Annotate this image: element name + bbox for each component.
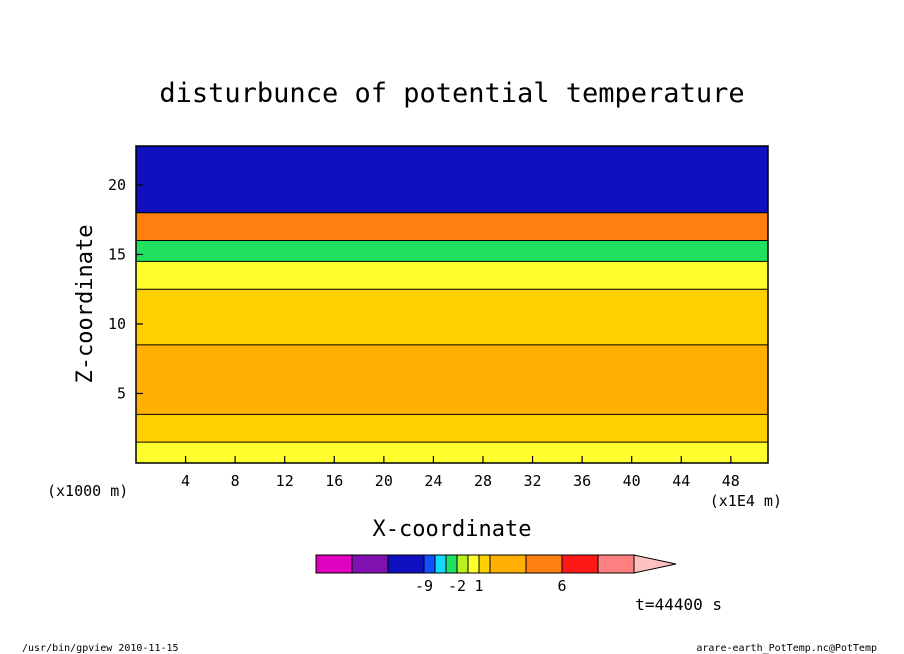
colorbar-tick-label: 1	[474, 577, 483, 595]
colorbar-box	[456, 554, 469, 574]
y-tick-label: 15	[108, 245, 126, 263]
time-label: t=44400 s	[635, 595, 722, 614]
field-band-1	[136, 414, 768, 443]
x-tick-label: 48	[722, 472, 740, 490]
field-band-2	[136, 344, 768, 415]
colorbar-box	[423, 554, 436, 574]
x-unit-right: (x1E4 m)	[710, 492, 782, 510]
x-tick-label: 36	[573, 472, 591, 490]
colorbar-box	[478, 554, 491, 574]
field-band-7	[136, 146, 768, 213]
colorbar-box	[561, 554, 599, 574]
colorbar-box	[315, 554, 353, 574]
plot-frame	[135, 145, 769, 464]
x-axis-ticks: 4 8 12 16 20 24 28 32 36 40 44 48	[181, 456, 740, 490]
colorbar-box	[434, 554, 447, 574]
field-band-0	[136, 442, 768, 463]
x-tick-label: 28	[474, 472, 492, 490]
field-band-6	[136, 212, 768, 241]
colorbar-tick-label: -2	[448, 577, 466, 595]
x-tick-label: 12	[276, 472, 294, 490]
x-tick-label: 20	[375, 472, 393, 490]
field-band-3	[136, 289, 768, 345]
x-tick-label: 16	[325, 472, 343, 490]
colorbar-box	[489, 554, 527, 574]
colorbar-arrow	[633, 554, 677, 574]
y-axis-ticks: 5 10 15 20	[108, 176, 143, 402]
footer-right: arare-earth_PotTemp.nc@PotTemp	[696, 643, 877, 654]
heatmap-field	[136, 146, 768, 463]
colorbar-box	[351, 554, 389, 574]
y-tick-label: 10	[108, 315, 126, 333]
colorbar: -9 -2 1 6	[315, 554, 677, 595]
footer-left: /usr/bin/gpview 2010-11-15	[22, 643, 179, 654]
colorbar-box	[387, 554, 425, 574]
colorbar-box	[467, 554, 480, 574]
y-axis-label: Z-coordinate	[73, 225, 98, 384]
y-tick-label: 5	[117, 384, 126, 402]
x-tick-label: 32	[524, 472, 542, 490]
colorbar-box	[445, 554, 458, 574]
x-axis-label: X-coordinate	[373, 517, 532, 542]
colorbar-tick-label: -9	[415, 577, 433, 595]
x-unit-left: (x1000 m)	[47, 482, 128, 500]
x-tick-label: 8	[231, 472, 240, 490]
plot-area	[135, 145, 769, 464]
x-tick-label: 24	[424, 472, 442, 490]
x-tick-label: 40	[623, 472, 641, 490]
y-tick-label: 20	[108, 176, 126, 194]
field-band-4	[136, 261, 768, 290]
colorbar-box	[525, 554, 563, 574]
x-tick-label: 44	[672, 472, 690, 490]
chart-title: disturbunce of potential temperature	[159, 78, 744, 109]
colorbar-tick-label: 6	[557, 577, 566, 595]
colorbar-box	[597, 554, 635, 574]
field-band-5	[136, 240, 768, 262]
x-tick-label: 4	[181, 472, 190, 490]
